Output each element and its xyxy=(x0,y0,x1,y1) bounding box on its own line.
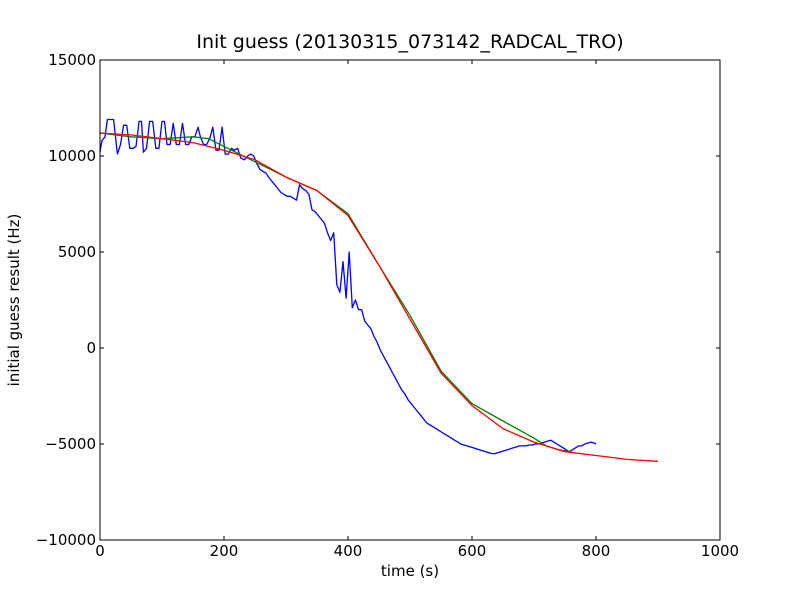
series-line-2 xyxy=(99,132,572,453)
plot-frame xyxy=(99,59,721,541)
series-layer xyxy=(99,118,659,462)
y-tick-label: 10000 xyxy=(48,147,96,165)
series-line-3 xyxy=(99,132,659,462)
x-tick-label: 400 xyxy=(334,542,363,560)
y-axis-label: initial guess result (Hz) xyxy=(5,214,23,387)
y-tick-label: 5000 xyxy=(58,243,96,261)
x-tick-label: 200 xyxy=(210,542,239,560)
x-axis-label: time (s) xyxy=(381,562,439,580)
y-tick-label: −5000 xyxy=(45,435,96,453)
series-line-1 xyxy=(99,118,597,455)
y-tick-label: −10000 xyxy=(36,531,96,549)
x-tick-label: 600 xyxy=(458,542,487,560)
tick-layer: 0 200 400 600 800 1000 −10000 −5000 0 5000 10000 15… xyxy=(36,51,739,560)
x-tick-label: 1000 xyxy=(701,542,739,560)
x-tick-label: 800 xyxy=(582,542,611,560)
x-tick-label: 0 xyxy=(95,542,105,560)
y-tick-label: 15000 xyxy=(48,51,96,69)
y-tick-label: 0 xyxy=(86,339,96,357)
chart-title: Init guess (20130315_073142_RADCAL_TRO) xyxy=(196,31,623,53)
